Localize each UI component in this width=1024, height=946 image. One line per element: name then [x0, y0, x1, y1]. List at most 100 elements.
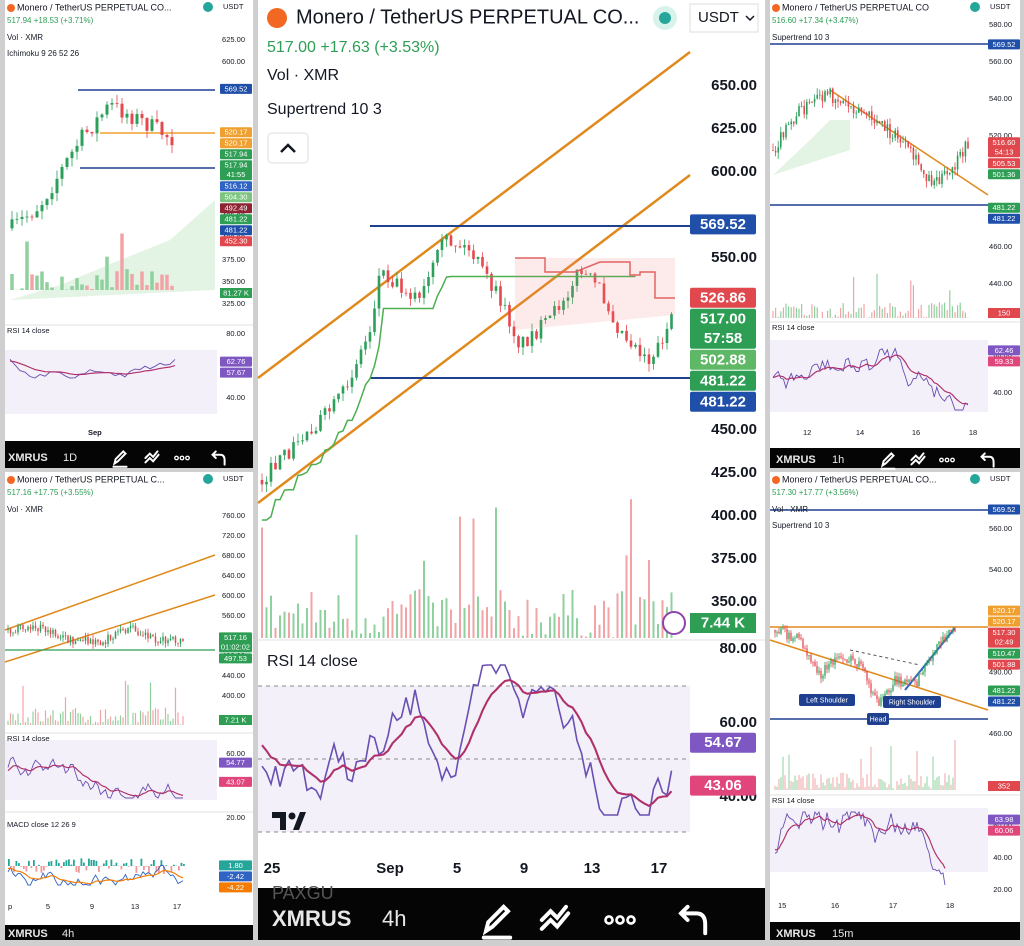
candle-body: [808, 101, 811, 103]
channel-line: [4, 554, 216, 631]
more-icon-dot[interactable]: [604, 915, 614, 925]
oscillator-line: [261, 664, 673, 816]
volume-bar: [915, 317, 917, 318]
more-icon-dot[interactable]: [174, 455, 179, 461]
volume-bar: [847, 311, 849, 318]
currency[interactable]: USDT: [223, 474, 244, 483]
rsi-title: RSI 14 close: [772, 323, 815, 332]
volume-bar: [27, 717, 29, 725]
rsi-axis-label: 60.00: [226, 749, 245, 758]
candle-body: [910, 146, 912, 148]
candle-body: [873, 119, 876, 124]
volume-bar: [170, 285, 174, 290]
volume-bar: [803, 314, 805, 318]
toolbar-symbol[interactable]: XMRUS: [8, 452, 48, 464]
candle-body: [34, 625, 37, 629]
indicator-icon[interactable]: [539, 904, 571, 931]
toolbar-interval[interactable]: 1D: [63, 452, 77, 464]
volume-bar: [373, 624, 376, 638]
candle-body: [922, 671, 924, 675]
toolbar-symbol[interactable]: XMRUS: [776, 928, 816, 940]
price-axis-label: 440.00: [222, 671, 245, 680]
more-icon-dot[interactable]: [944, 457, 950, 463]
more-icon-dot[interactable]: [950, 457, 955, 463]
indicator-icon[interactable]: [910, 452, 926, 466]
undo-icon[interactable]: [678, 904, 708, 936]
candle-body: [910, 679, 912, 681]
toolbar-symbol[interactable]: XMRUS: [272, 906, 351, 931]
macd-histogram: [115, 862, 118, 866]
volume-bar: [109, 716, 112, 725]
toolbar-interval[interactable]: 15m: [832, 928, 853, 940]
macd-histogram: [120, 866, 123, 870]
toolbar-symbol[interactable]: XMRUS: [776, 454, 816, 466]
draw-icon[interactable]: [880, 451, 896, 470]
candle-body: [160, 122, 164, 135]
toolbar-interval[interactable]: 1h: [832, 454, 844, 466]
candle-body: [794, 638, 796, 639]
currency[interactable]: USDT: [223, 2, 244, 11]
volume-bar: [907, 310, 909, 318]
volume-bar: [924, 783, 926, 790]
macd-histogram: [80, 858, 83, 866]
candle-body: [530, 331, 534, 347]
price-tag-label: 452.30: [225, 237, 248, 246]
candle-body: [386, 270, 390, 283]
candle-body: [897, 130, 899, 139]
macd-histogram: [35, 866, 38, 872]
volume-bar: [876, 787, 878, 790]
draw-icon[interactable]: [112, 449, 128, 468]
volume-bar: [52, 710, 54, 725]
candle-body: [59, 637, 62, 639]
toolbar-interval[interactable]: 4h: [62, 928, 74, 940]
more-icon-dot[interactable]: [939, 457, 944, 463]
candle-body: [946, 635, 948, 642]
candle-body: [283, 449, 286, 456]
collapse-button[interactable]: [267, 132, 309, 164]
macd-histogram: [180, 862, 183, 866]
price-axis-label: 450.00: [711, 421, 757, 438]
candle-body: [400, 278, 403, 293]
draw-icon[interactable]: [481, 903, 513, 940]
channel-line: [257, 51, 691, 379]
currency[interactable]: USDT: [698, 9, 739, 26]
undo-icon[interactable]: [980, 452, 995, 468]
currency-button[interactable]: [689, 3, 759, 33]
more-icon-dot[interactable]: [179, 455, 185, 461]
toolbar-symbol[interactable]: XMRUS: [8, 928, 48, 940]
candle-body: [888, 690, 890, 693]
more-icon-dot[interactable]: [626, 915, 636, 925]
candle-body: [27, 626, 29, 631]
candle-body: [868, 111, 870, 115]
macd-histogram: [183, 864, 185, 866]
candle-body: [826, 665, 828, 670]
volume-bar: [155, 282, 159, 290]
candle-body: [949, 172, 951, 175]
volume-bar: [400, 604, 403, 638]
candle-body: [97, 639, 99, 642]
volume-bar: [182, 715, 184, 725]
more-icon-dot[interactable]: [185, 455, 190, 461]
volume-bar: [328, 627, 331, 638]
trend-line: [769, 639, 989, 711]
candle-body: [902, 684, 904, 687]
macd-axis-label: 20.00: [226, 813, 245, 822]
macd-histogram: [83, 862, 85, 866]
currency[interactable]: USDT: [990, 2, 1011, 11]
candle-body: [864, 667, 866, 672]
toolbar-interval[interactable]: 4h: [382, 906, 406, 931]
volume-bar: [780, 777, 782, 790]
indicator-label: Ichimoku 9 26 52 26: [7, 49, 80, 58]
more-icon-dot[interactable]: [615, 915, 625, 925]
volume-bar: [130, 273, 134, 290]
candle-body: [155, 119, 159, 123]
time-axis-label: 16: [831, 901, 839, 910]
collapse-chevron[interactable]: [280, 143, 296, 153]
undo-icon[interactable]: [211, 450, 226, 466]
indicator-icon[interactable]: [144, 450, 160, 464]
currency[interactable]: USDT: [990, 474, 1011, 483]
price-tag-label: 569.52: [993, 40, 1016, 49]
volume-bar: [468, 604, 470, 638]
volume-bar: [871, 312, 873, 318]
candle-body: [916, 681, 918, 687]
